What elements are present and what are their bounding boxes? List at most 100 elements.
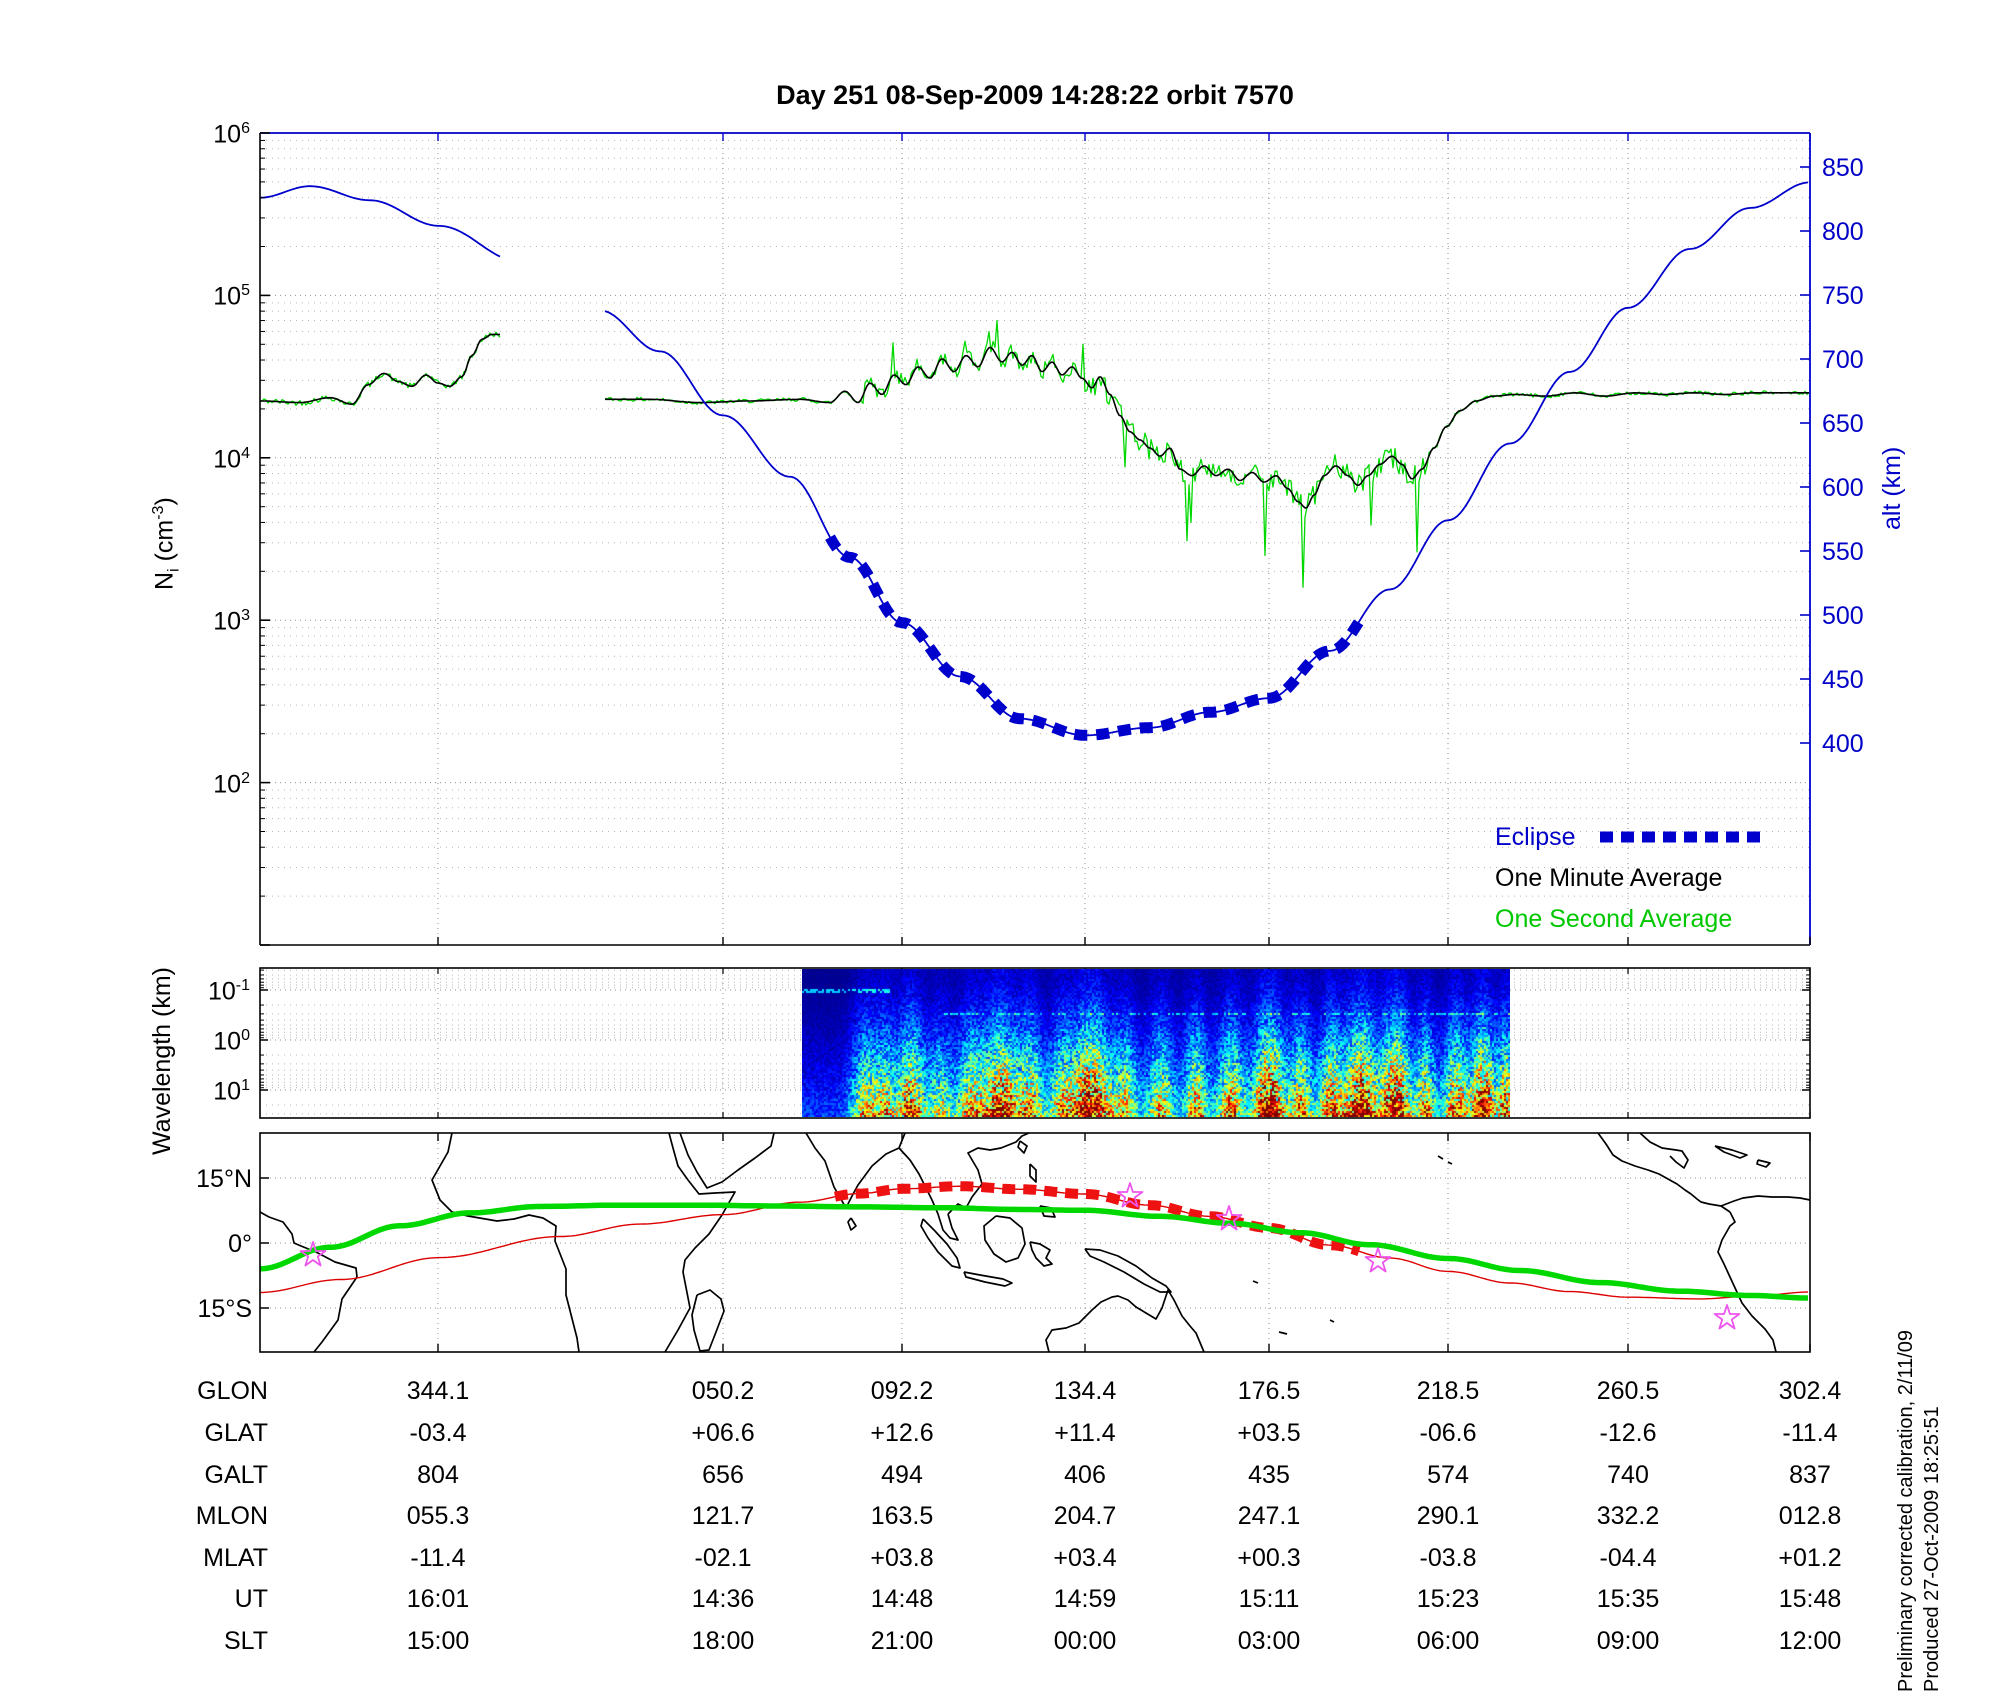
table-cell: 03:00 [1237,1627,1301,1655]
table-row-label: GALT [204,1461,268,1489]
table-cell: 055.3 [406,1502,470,1530]
alt-tick-label: 400 [1822,730,1864,758]
alt-tick-label: 800 [1822,218,1864,246]
coastline [1029,1241,1053,1267]
map-lat-label-15s: 15°S [197,1295,252,1323]
coastline [431,1132,580,1353]
table-cell: +12.6 [870,1419,934,1447]
magnetic-equator-track [259,1202,1808,1301]
table-cell: 121.7 [691,1502,755,1530]
table-cell: 14:48 [870,1585,934,1613]
map-eclipse-dashed [834,1181,1361,1257]
coastline [983,1215,1026,1263]
table-cell: +03.8 [870,1544,934,1572]
event-star-marker [1116,1182,1144,1208]
table-cell: 12:00 [1778,1627,1842,1655]
alt-tick-label: 550 [1822,538,1864,566]
coastline [1084,1248,1172,1293]
event-star-marker [1713,1304,1741,1330]
legend-one-minute-label: One Minute Average [1495,864,1723,892]
eclipse-dashed-segment [825,534,1366,741]
table-cell: -02.1 [694,1544,752,1572]
table-cell: +03.5 [1237,1419,1301,1447]
wavelength-tick-label: 10-1 [207,977,250,1006]
table-cell: 332.2 [1596,1502,1660,1530]
table-cell: 16:01 [406,1585,470,1613]
table-cell: 804 [417,1461,459,1489]
coastline [1045,1289,1205,1353]
wavelength-tick-label: 100 [213,1027,250,1056]
table-cell: 247.1 [1237,1502,1301,1530]
production-note: Preliminary corrected calibration, 2/11/… [1893,1330,1945,1692]
table-row-label: SLT [224,1627,268,1655]
table-cell: -11.4 [410,1544,466,1572]
table-cell: 494 [881,1461,923,1489]
alt-tick-label: 850 [1822,154,1864,182]
one-minute-average-curve [605,346,1809,509]
coastline [963,1271,1013,1287]
calibration-note-line: Preliminary corrected calibration, 2/11/… [1895,1329,1917,1692]
table-cell: 656 [702,1461,744,1489]
coastline [920,1218,961,1269]
legend-eclipse-label: Eclipse [1495,823,1576,851]
coastline [1278,1331,1288,1335]
table-cell: 260.5 [1596,1377,1660,1405]
table-cell: +03.4 [1053,1544,1117,1572]
table-cell: 290.1 [1416,1502,1480,1530]
table-cell: 176.5 [1237,1377,1301,1405]
table-cell: 837 [1789,1461,1831,1489]
alt-tick-label: 650 [1822,410,1864,438]
coastline [805,1132,906,1209]
table-cell: 15:48 [1778,1585,1842,1613]
table-row-label: UT [234,1585,268,1613]
wavelength-tick-label: 101 [213,1077,250,1106]
legend-one-second-label: One Second Average [1495,905,1733,933]
table-cell: 18:00 [691,1627,755,1655]
map-lat-label-15n: 15°N [196,1165,252,1193]
coastline [1717,1211,1777,1353]
page-title: Day 251 08-Sep-2009 14:28:22 orbit 7570 [776,80,1294,110]
table-row-label: GLON [197,1377,268,1405]
table-cell: 012.8 [1778,1502,1842,1530]
alt-tick-label: 750 [1822,282,1864,310]
table-cell: 574 [1427,1461,1469,1489]
density-tick-label: 105 [213,282,250,311]
table-cell: +01.2 [1778,1544,1842,1572]
table-row-label: MLON [195,1502,268,1530]
coastline [947,1132,1030,1215]
coastline [1447,1161,1453,1165]
table-cell: 00:00 [1053,1627,1117,1655]
table-cell: 163.5 [870,1502,934,1530]
map-lat-label-0: 0° [228,1230,252,1258]
alt-tick-label: 600 [1822,474,1864,502]
table-cell: 406 [1064,1461,1106,1489]
table-cell: 092.2 [870,1377,934,1405]
coastline [1029,1163,1037,1183]
density-tick-label: 103 [213,607,250,636]
table-cell: -03.4 [409,1419,467,1447]
coastline [1252,1280,1259,1284]
coastline [1639,1132,1689,1169]
density-tick-label: 106 [213,120,250,149]
coastline [679,1132,775,1189]
table-row-label: GLAT [204,1419,268,1447]
alt-tick-label: 700 [1822,346,1864,374]
table-cell: -11.4 [1782,1419,1838,1447]
table-cell: 134.4 [1053,1377,1117,1405]
middle-panel-frame [259,967,1811,1119]
table-cell: 740 [1607,1461,1649,1489]
table-row-label: MLAT [203,1544,268,1572]
coastline [1720,1195,1811,1207]
coastline [898,1147,959,1241]
table-cell: +11.4 [1054,1419,1116,1447]
table-cell: 14:36 [691,1585,755,1613]
one-second-average-curve [259,331,501,407]
altitude-curve [259,185,501,258]
table-cell: 218.5 [1416,1377,1480,1405]
table-cell: 15:23 [1416,1585,1480,1613]
coastline [1017,1140,1028,1154]
table-cell: -12.6 [1599,1419,1657,1447]
table-cell: 15:11 [1238,1585,1300,1613]
density-tick-label: 104 [213,444,250,474]
